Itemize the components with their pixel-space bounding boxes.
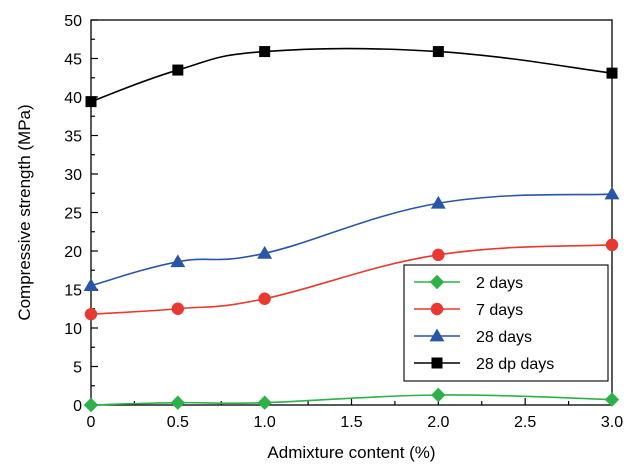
data-point bbox=[83, 397, 99, 413]
data-point bbox=[258, 292, 271, 305]
data-point bbox=[84, 307, 98, 321]
data-point bbox=[171, 302, 185, 315]
x-axis-title: Admixture content (%) bbox=[267, 443, 435, 462]
legend-marker bbox=[429, 328, 445, 342]
data-point bbox=[430, 195, 446, 209]
legend-marker bbox=[431, 357, 443, 369]
legend: 2 days 7 days 28 days 28 dp days bbox=[403, 264, 609, 382]
data-point bbox=[604, 392, 620, 407]
y-tick-label: 0 bbox=[73, 398, 82, 415]
y-tick-label: 25 bbox=[64, 206, 82, 223]
x-tick-label: 3.0 bbox=[601, 414, 623, 431]
series-line bbox=[90, 394, 613, 406]
y-tick-label: 40 bbox=[64, 90, 82, 107]
y-tick-label: 50 bbox=[64, 13, 82, 30]
data-point bbox=[85, 96, 97, 108]
data-point bbox=[606, 67, 618, 79]
y-tick-label: 30 bbox=[64, 167, 82, 184]
y-tick-label: 10 bbox=[64, 321, 82, 338]
legend-marker bbox=[429, 274, 445, 290]
data-point bbox=[604, 186, 620, 200]
data-point bbox=[170, 395, 186, 410]
data-point bbox=[83, 278, 99, 292]
y-tick-label: 5 bbox=[73, 360, 82, 377]
y-tick-label: 15 bbox=[64, 283, 82, 300]
data-point bbox=[170, 254, 186, 268]
legend-item: 28 dp days bbox=[414, 356, 554, 373]
y-axis-title: Compressive strength (MPa) bbox=[15, 104, 34, 320]
x-tick-label: 2.0 bbox=[427, 414, 449, 431]
data-point bbox=[172, 64, 184, 76]
x-tick-label: 2.5 bbox=[514, 414, 536, 431]
series-layer bbox=[83, 46, 620, 413]
x-tick-label: 0.5 bbox=[167, 414, 189, 431]
legend-label: 7 days bbox=[476, 302, 523, 319]
data-point bbox=[257, 395, 272, 410]
y-tick-label: 45 bbox=[64, 52, 82, 69]
data-point bbox=[432, 46, 444, 58]
data-point bbox=[432, 248, 445, 262]
series-line bbox=[90, 244, 613, 315]
data-point bbox=[431, 387, 446, 403]
legend-item: 7 days bbox=[414, 302, 523, 319]
legend-label: 2 days bbox=[476, 275, 523, 292]
x-tick-label: 1.0 bbox=[254, 414, 276, 431]
x-tick-label: 1.5 bbox=[340, 414, 362, 431]
data-point bbox=[257, 245, 273, 259]
legend-label: 28 days bbox=[476, 329, 532, 346]
y-tick-label: 35 bbox=[64, 129, 82, 146]
series-7-days bbox=[84, 238, 619, 321]
legend-label: 28 dp days bbox=[476, 356, 554, 373]
data-point bbox=[259, 46, 271, 58]
legend-marker bbox=[430, 302, 444, 316]
y-tick-label: 20 bbox=[64, 244, 82, 261]
x-tick-label: 0 bbox=[87, 414, 96, 431]
series-28-dp-days bbox=[85, 46, 618, 108]
legend-item: 28 days bbox=[414, 328, 532, 346]
series-28-days bbox=[83, 186, 620, 292]
legend-item: 2 days bbox=[414, 274, 523, 292]
series-line bbox=[90, 193, 613, 287]
series-2-days bbox=[83, 387, 620, 413]
series-line bbox=[90, 47, 613, 103]
data-point bbox=[605, 238, 619, 252]
